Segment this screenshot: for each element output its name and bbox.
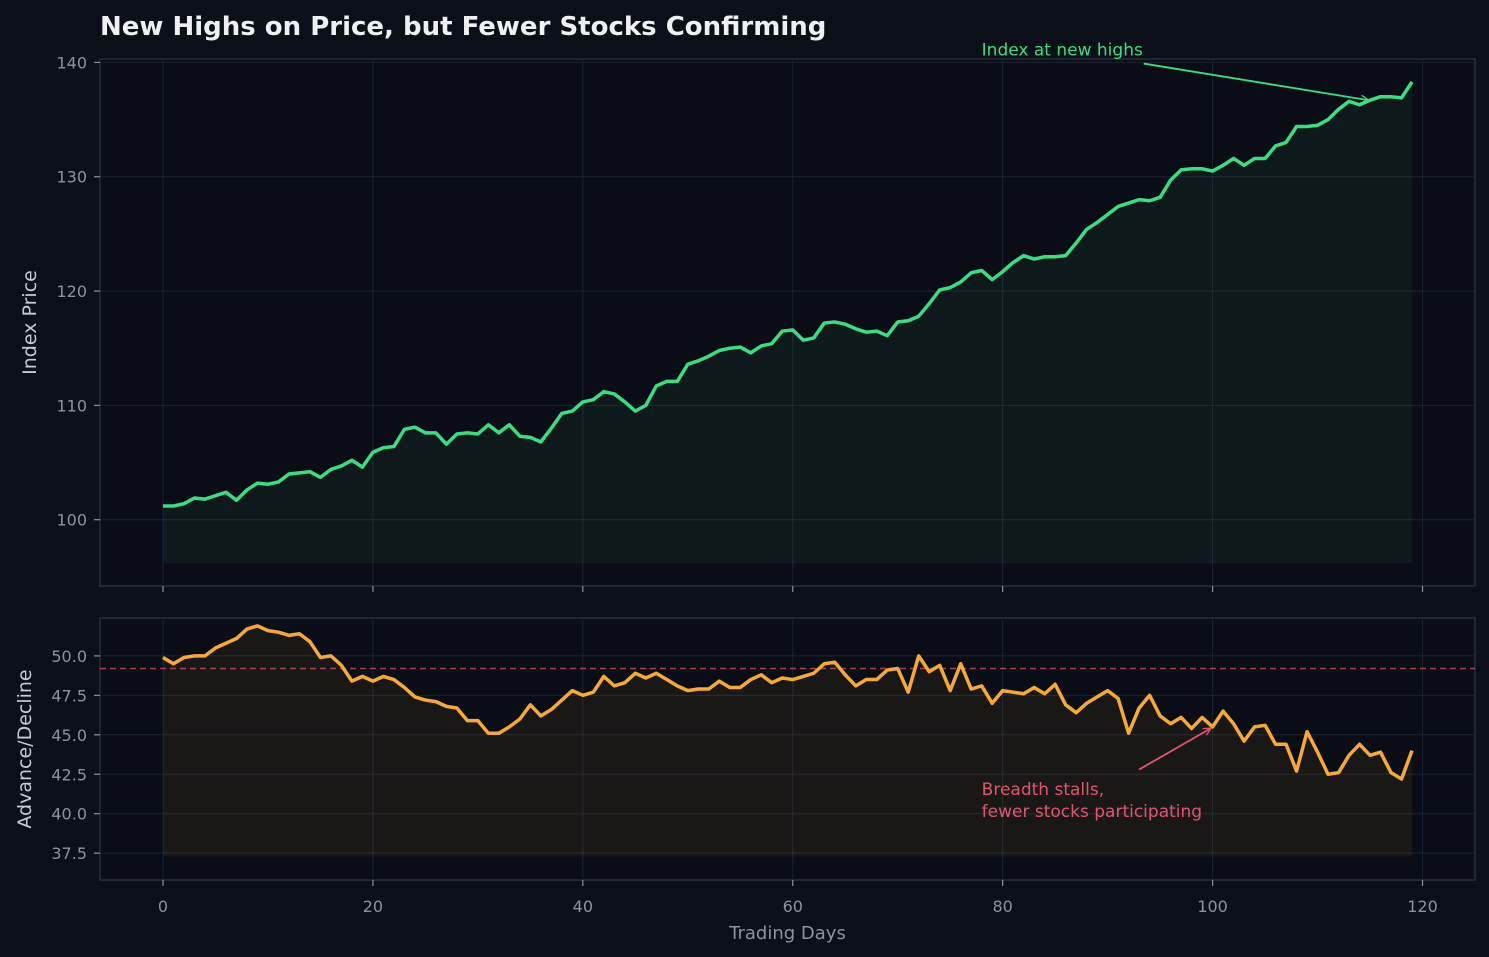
price-annotation: Index at new highs [982, 41, 1368, 101]
breadth-area-fill [162, 625, 1413, 857]
x-tick-label: 60 [783, 897, 803, 916]
breadth-annotation-arrow [1138, 728, 1210, 771]
breadth-line [162, 624, 1414, 781]
breadth-annotation: Breadth stalls,fewer stocks participatin… [982, 728, 1211, 822]
x-tick-label: 80 [992, 897, 1012, 916]
y-tick-label: 47.5 [51, 686, 87, 705]
x-tick-label: 40 [573, 897, 593, 916]
breadth-panel-frame [99, 617, 1476, 881]
y-tick-label: 40.0 [51, 805, 87, 824]
breadth-y-ticks: 37.5 40.0 42.5 45.0 47.5 50.0 [51, 647, 100, 863]
price-panel-frame [99, 58, 1476, 587]
x-tick-label: 100 [1197, 897, 1228, 916]
x-tick-label: 0 [158, 897, 168, 916]
y-tick-label: 37.5 [51, 844, 87, 863]
y-tick-label: 140 [56, 53, 87, 72]
price-area-fill [162, 81, 1413, 564]
price-y-axis-label: Index Price [19, 270, 41, 375]
x-tick-label: 20 [363, 897, 383, 916]
x-tick-label: 120 [1407, 897, 1438, 916]
price-annotation-arrow [1143, 62, 1368, 101]
y-tick-label: 45.0 [51, 726, 87, 745]
y-tick-label: 130 [56, 168, 87, 187]
breadth-annotation-text: Breadth stalls, [982, 780, 1104, 800]
price-line [162, 80, 1414, 508]
chart-title: New Highs on Price, but Fewer Stocks Con… [100, 12, 826, 42]
y-tick-label: 110 [56, 396, 87, 415]
price-x-ticks [162, 586, 1424, 592]
price-panel: 100 110 120 130 140 Index Price Index at new… [19, 41, 1476, 592]
breadth-panel: 37.5 40.0 42.5 45.0 47.5 50.0 0 20 40 60 80 100 120… [14, 617, 1476, 944]
price-annotation-text: Index at new highs [982, 41, 1143, 61]
price-y-ticks: 100 110 120 130 140 [56, 53, 100, 530]
y-tick-label: 100 [56, 511, 87, 530]
breadth-annotation-text: fewer stocks participating [982, 802, 1202, 822]
price-gridlines [100, 59, 1475, 586]
breadth-x-ticks: 0 20 40 60 80 100 120 [158, 880, 1438, 916]
y-tick-label: 120 [56, 282, 87, 301]
y-tick-label: 42.5 [51, 765, 87, 784]
x-axis-label: Trading Days [728, 923, 846, 944]
y-tick-label: 50.0 [51, 647, 87, 666]
breadth-y-axis-label: Advance/Decline [14, 669, 36, 828]
